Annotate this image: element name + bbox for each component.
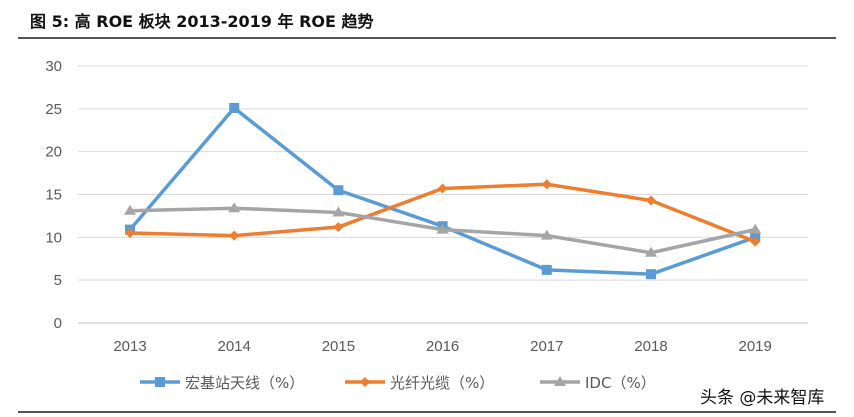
legend-marker (155, 377, 165, 387)
legend-marker (554, 376, 566, 386)
y-tick-label: 10 (45, 229, 62, 246)
data-point (333, 185, 344, 196)
watermark: 头条 @未来智库 (700, 388, 825, 408)
data-point (333, 222, 344, 233)
y-tick-label: 0 (54, 315, 62, 332)
bottom-rule (18, 411, 836, 413)
y-tick-label: 20 (45, 144, 62, 161)
legend-label: IDC（%） (585, 374, 656, 392)
data-point (646, 195, 656, 206)
data-point (749, 223, 762, 234)
data-point (437, 183, 448, 194)
y-tick-label: 15 (45, 187, 62, 204)
x-tick-label: 2015 (322, 338, 355, 355)
data-point (229, 230, 240, 241)
figure-title: 图 5: 高 ROE 板块 2013-2019 年 ROE 趋势 (30, 12, 374, 31)
data-point (124, 204, 136, 215)
data-point (332, 206, 345, 217)
y-tick-label: 25 (45, 101, 62, 118)
legend-marker (360, 377, 370, 387)
data-point (229, 102, 240, 113)
x-tick-label: 2016 (426, 338, 459, 355)
top-rule (18, 37, 836, 39)
x-tick-label: 2018 (634, 338, 667, 355)
data-point (646, 269, 656, 280)
data-point (540, 229, 553, 240)
x-tick-label: 2014 (218, 338, 251, 355)
data-point (541, 179, 552, 190)
y-tick-label: 30 (45, 58, 62, 75)
legend-label: 宏基站天线（%） (185, 374, 304, 392)
x-tick-label: 2017 (530, 338, 563, 355)
data-point (125, 228, 135, 239)
y-tick-label: 5 (54, 272, 62, 289)
x-tick-label: 2013 (113, 338, 146, 355)
data-point (750, 236, 761, 247)
data-point (541, 264, 552, 275)
data-point (645, 246, 657, 257)
data-point (436, 223, 449, 234)
data-point (228, 202, 241, 213)
x-tick-label: 2019 (739, 338, 772, 355)
legend-label: 光纤光缆（%） (390, 374, 494, 392)
